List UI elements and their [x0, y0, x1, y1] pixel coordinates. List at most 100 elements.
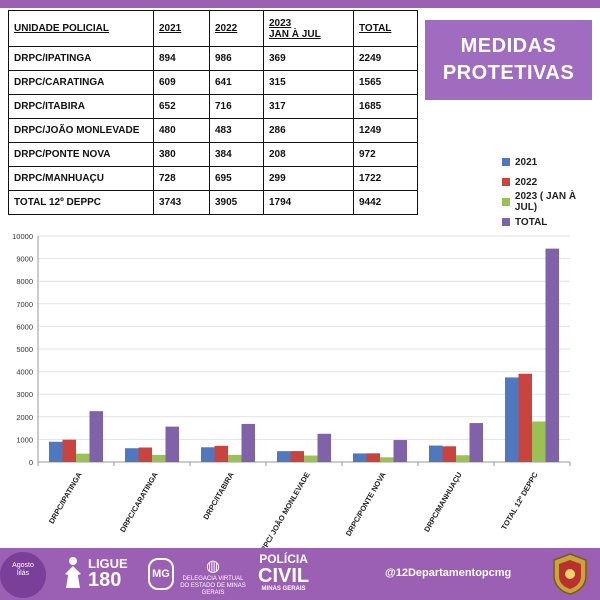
table-cell: 609 — [153, 70, 210, 95]
bar — [366, 453, 380, 462]
table-cell: DRPC/ITABIRA — [8, 94, 154, 119]
table-cell: 894 — [153, 46, 210, 71]
ligue-number: 180 — [88, 568, 122, 591]
y-tick-label: 4000 — [16, 368, 33, 377]
footer: Agosto lilás LIGUE 180 MG ◍ DELEGACIA VI… — [0, 548, 600, 600]
table-header-cell: 2022 — [209, 10, 264, 47]
table-cell: 1722 — [353, 166, 418, 191]
bar — [152, 454, 166, 462]
social-handle[interactable]: @12Departamentopcmg — [385, 567, 512, 579]
table-cell: 986 — [209, 46, 264, 71]
bar — [165, 426, 179, 462]
table-cell: 1249 — [353, 118, 418, 143]
x-tick-label: DRPC/CARATINGA — [118, 470, 160, 534]
legend-label: 2021 — [515, 156, 538, 168]
x-tick-label: DRPC/ITABIRA — [201, 470, 236, 521]
chart-legend: 2021 2022 2023 ( JAN À JUL) TOTAL — [502, 152, 600, 232]
x-tick-label: DRPC/MANHUAÇU — [422, 471, 464, 534]
policia-civil-logo: POLÍCIA CIVIL MINAS GERAIS — [258, 552, 310, 593]
data-table: UNIDADE POLICIAL 2021 2022 2023 JAN À JUL TO… — [8, 10, 418, 215]
y-tick-label: 0 — [29, 458, 33, 467]
x-tick-label: DRPC/PONTE NOVA — [344, 470, 388, 538]
legend-item: TOTAL — [502, 212, 600, 232]
bar — [214, 445, 228, 462]
mg-logo: MG — [148, 558, 174, 590]
policia-line-2: CIVIL — [258, 565, 310, 587]
bar — [505, 377, 519, 462]
bar-chart: 0 1000 2000 3000 4000 5000 6000 7000 8000 9000 100… — [12, 232, 571, 549]
bar — [469, 423, 483, 462]
table-cell: 315 — [263, 70, 354, 95]
legend-label: 2023 ( JAN À JUL) — [514, 191, 577, 213]
ligue-180-logo: LIGUE 180 — [62, 556, 128, 590]
bar — [393, 440, 407, 462]
table-cell: 3905 — [209, 190, 264, 215]
table-cell: 652 — [153, 94, 210, 119]
y-tick-label: 3000 — [16, 390, 33, 399]
table-row: DRPC/CARATINGA 609 641 315 1565 — [8, 70, 418, 95]
table-cell: 317 — [263, 94, 354, 119]
table-row: TOTAL 12º DEPPC 3743 3905 1794 9442 — [8, 190, 418, 215]
legend-item: 2022 — [502, 172, 600, 192]
bar — [545, 248, 559, 462]
bar — [442, 446, 456, 462]
table-row: DRPC/JOÃO MONLEVADE 480 483 286 1249 — [8, 118, 418, 143]
bar — [518, 373, 532, 462]
y-tick-label: 6000 — [16, 322, 33, 331]
bar — [277, 451, 291, 462]
table-cell: 286 — [263, 118, 354, 143]
delegacia-line-2: DO ESTADO DE MINAS GERAIS — [180, 583, 246, 596]
table-cell: 695 — [209, 166, 264, 191]
table-header-row: UNIDADE POLICIAL 2021 2022 2023 JAN À JUL TO… — [8, 10, 418, 47]
table-cell: 1685 — [353, 94, 418, 119]
globe-icon: ◍ — [206, 558, 220, 575]
bar — [89, 411, 103, 462]
table-row: DRPC/IPATINGA 894 986 369 2249 — [8, 46, 418, 71]
table-cell: 1565 — [353, 70, 418, 95]
table-cell: DRPC/JOÃO MONLEVADE — [8, 118, 154, 143]
table-header-cell: 2021 — [153, 10, 210, 47]
y-tick-label: 9000 — [16, 255, 33, 264]
table-header-cell: UNIDADE POLICIAL — [8, 10, 154, 47]
top-band — [0, 0, 600, 8]
y-tick-label: 7000 — [16, 300, 33, 309]
title-line-1: MEDIDAS — [460, 35, 557, 57]
bar — [317, 433, 331, 462]
legend-swatch — [502, 198, 510, 206]
legend-label: TOTAL — [515, 216, 548, 228]
table-cell: 972 — [353, 142, 418, 167]
table-cell: 369 — [263, 46, 354, 71]
title-line-2: PROTETIVAS — [442, 62, 575, 84]
x-tick-label: DRPC/ JOÃO MONLEVADE — [256, 471, 312, 549]
legend-item: 2021 — [502, 152, 600, 172]
table-cell: TOTAL 12º DEPPC — [8, 190, 154, 215]
bar — [201, 447, 215, 462]
policia-line-1: POLÍCIA — [259, 552, 308, 566]
bar — [138, 447, 152, 462]
y-tick-label: 8000 — [16, 277, 33, 286]
table-row: DRPC/PONTE NOVA 380 384 208 972 — [8, 142, 418, 167]
table-cell: DRPC/PONTE NOVA — [8, 142, 154, 167]
table-header-cell: 2023 JAN À JUL — [263, 10, 354, 47]
bar — [76, 453, 90, 462]
y-tick-label: 2000 — [16, 413, 33, 422]
table-cell: 716 — [209, 94, 264, 119]
table-cell: 380 — [153, 142, 210, 167]
table-cell: 3743 — [153, 190, 210, 215]
bar — [228, 454, 242, 462]
table-cell: DRPC/IPATINGA — [8, 46, 154, 71]
legend-swatch — [502, 218, 510, 226]
bar — [62, 439, 76, 462]
bar — [304, 455, 318, 462]
agosto-lilas-logo: Agosto lilás — [0, 552, 46, 598]
y-tick-label: 10000 — [12, 232, 33, 241]
table-cell: 9442 — [353, 190, 418, 215]
table-cell: DRPC/MANHUAÇU — [8, 166, 154, 191]
y-tick-label: 5000 — [16, 345, 33, 354]
x-tick-label: DRPC/IPATINGA — [47, 470, 84, 525]
legend-label: 2022 — [515, 176, 538, 188]
table-row: DRPC/ITABIRA 652 716 317 1685 — [8, 94, 418, 119]
table-cell: 2249 — [353, 46, 418, 71]
table-cell: 208 — [263, 142, 354, 167]
legend-swatch — [502, 158, 510, 166]
